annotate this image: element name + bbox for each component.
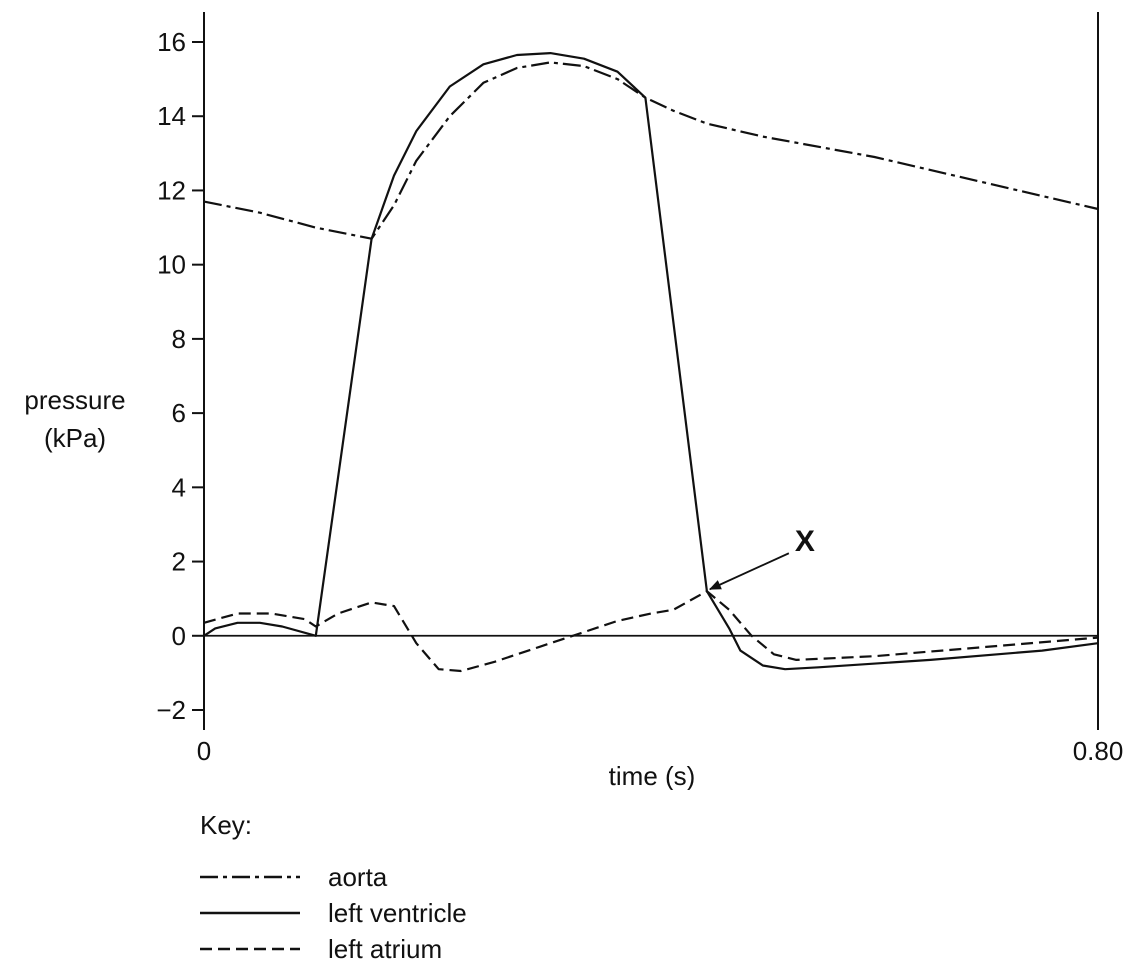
y-tick-label: 6: [172, 398, 186, 428]
legend-swatch-aorta: [200, 867, 310, 887]
y-axis-title-line2: (kPa): [44, 423, 106, 453]
legend-title: Key:: [200, 810, 467, 841]
series-layer: [204, 53, 1098, 671]
pressure-time-chart: 16 14 12 10 8 6 4 2 0 −2 0 0.80 X pressure (kPa) ti…: [0, 0, 1128, 790]
y-tick-label: 8: [172, 324, 186, 354]
y-tick-label: 2: [172, 547, 186, 577]
annotation-layer: X: [710, 525, 815, 589]
y-tick-label: 0: [172, 621, 186, 651]
legend-item-aorta: aorta: [200, 859, 467, 895]
y-tick-label: 14: [157, 101, 186, 131]
legend-swatch-left-atrium: [200, 939, 310, 959]
y-tick-label: −2: [156, 695, 186, 725]
x-tick-label: 0: [197, 736, 211, 766]
axes: [204, 12, 1098, 730]
legend-label-left-ventricle: left ventricle: [328, 898, 467, 929]
y-tick-label: 16: [157, 27, 186, 57]
legend-label-left-atrium: left atrium: [328, 934, 442, 965]
legend-item-left-atrium: left atrium: [200, 931, 467, 967]
legend-swatch-left-ventricle: [200, 903, 310, 923]
annotation-label: X: [795, 525, 815, 558]
legend-item-left-ventricle: left ventricle: [200, 895, 467, 931]
y-axis-title-line1: pressure: [24, 385, 125, 415]
legend-label-aorta: aorta: [328, 862, 387, 893]
x-tick-label: 0.80: [1073, 736, 1124, 766]
x-axis-title: time (s): [609, 761, 696, 790]
annotation-arrow: [710, 553, 789, 589]
series-line-left-ventricle: [204, 53, 1098, 669]
y-tick-label: 12: [157, 175, 186, 205]
y-tick-label: 10: [157, 250, 186, 280]
y-tick-label: 4: [172, 472, 186, 502]
legend: Key: aorta left ventricle left atrium: [200, 810, 467, 967]
series-line-left-atrium: [204, 591, 1098, 671]
